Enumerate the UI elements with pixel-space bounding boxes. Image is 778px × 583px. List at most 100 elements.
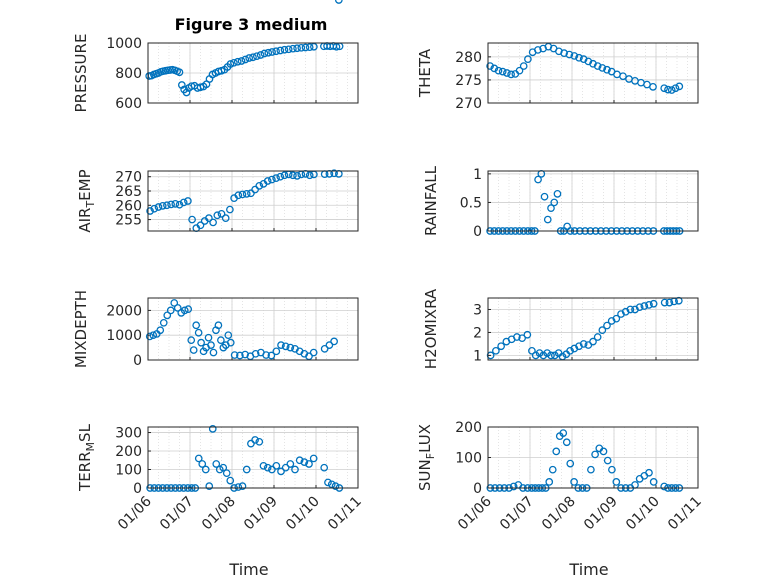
data-point <box>332 42 341 51</box>
data-point <box>310 42 318 51</box>
data-point <box>189 346 198 354</box>
data-point <box>245 54 254 62</box>
data-point <box>297 43 306 52</box>
subplot: 270 275 280 THETA <box>416 42 699 112</box>
axes-box <box>487 297 699 361</box>
data-point <box>524 55 532 64</box>
y-tick-label: 1 <box>473 348 482 364</box>
data-point <box>553 190 562 198</box>
data-point <box>289 44 297 53</box>
data-point <box>268 465 276 474</box>
data-point <box>197 338 205 347</box>
data-point <box>559 429 568 437</box>
data-point <box>149 331 158 340</box>
subplot: 600 800 1000 PRESSURE <box>72 34 359 112</box>
x-tick-label: 01/06 <box>455 493 495 533</box>
data-point <box>226 476 235 485</box>
data-point <box>255 437 264 446</box>
data-point <box>301 43 310 52</box>
data-point <box>146 207 154 215</box>
subplot: 0 1000 2000 MIXDEPTH <box>72 0 359 369</box>
y-tick-label: 270 <box>115 170 142 186</box>
data-point <box>194 454 203 463</box>
data-point <box>649 299 658 308</box>
y-axis-label: THETA <box>416 48 434 98</box>
data-point <box>163 201 171 210</box>
data-point <box>300 458 309 466</box>
data-point <box>324 478 332 487</box>
data-point <box>293 44 301 53</box>
data-point <box>196 83 205 92</box>
data-point <box>173 304 182 312</box>
y-axis-label: TERRMSL <box>76 423 97 492</box>
data-point <box>234 483 243 491</box>
data-point <box>305 352 313 361</box>
data-point <box>187 336 196 345</box>
data-point <box>570 52 579 60</box>
data-point <box>284 45 293 54</box>
data-point <box>548 465 557 474</box>
data-point <box>154 203 163 211</box>
data-point <box>598 64 607 72</box>
data-point <box>492 346 500 355</box>
x-tick-label: 01/07 <box>157 494 197 534</box>
y-tick-label: 0.5 <box>460 195 482 211</box>
data-point <box>207 341 215 349</box>
data-point <box>264 48 273 57</box>
data-point <box>671 84 680 93</box>
data-point <box>528 346 536 355</box>
data-point <box>280 171 289 180</box>
data-point <box>268 175 276 184</box>
data-point <box>237 57 246 65</box>
data-point <box>608 465 616 474</box>
y-tick-label: 280 <box>455 50 482 66</box>
data-point <box>515 66 524 75</box>
data-point <box>226 60 235 68</box>
data-point <box>612 478 621 486</box>
data-point <box>593 62 602 70</box>
data-point <box>649 82 657 91</box>
data-point <box>660 482 669 491</box>
y-tick-label: 800 <box>115 66 142 82</box>
data-point <box>334 0 343 4</box>
y-tick-label: 0 <box>133 353 142 369</box>
data-point <box>593 333 602 341</box>
x-tick-label: 01/10 <box>623 494 663 534</box>
data-point <box>209 218 217 227</box>
data-point <box>667 86 676 94</box>
data-point <box>238 482 247 491</box>
data-point <box>180 306 189 315</box>
data-point <box>259 461 268 470</box>
data-point <box>291 465 299 474</box>
data-point <box>645 301 653 309</box>
data-point <box>539 351 548 360</box>
data-point <box>545 478 554 486</box>
data-point <box>309 454 318 463</box>
y-tick-label: 0 <box>473 481 482 497</box>
data-point <box>531 351 540 360</box>
data-point <box>293 172 301 180</box>
data-point <box>204 333 213 342</box>
data-point <box>166 306 175 315</box>
data-point <box>272 47 280 56</box>
data-point <box>547 351 555 360</box>
y-tick-label: 1 <box>473 167 482 183</box>
y-tick-label: 200 <box>455 420 482 436</box>
data-point <box>198 460 207 468</box>
data-point <box>256 51 265 59</box>
data-point <box>241 55 250 64</box>
data-point <box>219 463 228 472</box>
x-tick-label: 01/07 <box>497 494 537 534</box>
data-point <box>217 210 226 218</box>
subplot: 0 0.5 1 RAINFALL <box>422 165 699 240</box>
data-point <box>560 49 568 58</box>
data-point <box>543 215 552 224</box>
data-point <box>286 343 295 352</box>
data-point <box>212 460 221 468</box>
data-point <box>179 198 188 207</box>
data-point <box>645 468 653 477</box>
data-point <box>543 349 552 357</box>
data-point <box>330 337 338 346</box>
